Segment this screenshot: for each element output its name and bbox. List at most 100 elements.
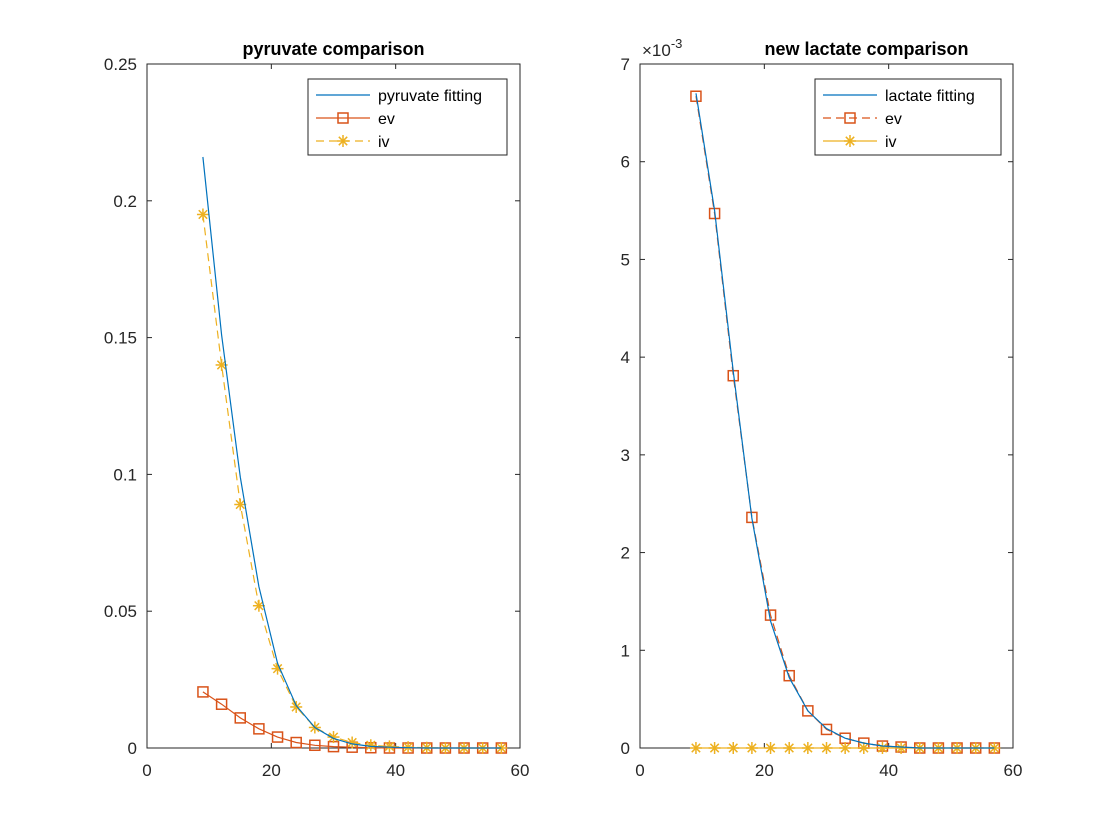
star-stroke	[338, 136, 348, 146]
y-tick-label: 4	[621, 348, 630, 367]
data-point-square	[253, 723, 265, 735]
legend: pyruvate fitting ev iv	[307, 78, 508, 156]
data-point-star	[196, 208, 209, 221]
data-point-star	[346, 736, 359, 749]
data-point-star	[895, 742, 908, 754]
x-tick-label: 40	[879, 761, 898, 780]
star-stroke	[989, 743, 1000, 753]
star-stroke	[728, 743, 738, 753]
data-point-star	[689, 742, 702, 754]
y-tick-label: 2	[621, 544, 630, 563]
data-point-square	[197, 686, 209, 698]
data-point-star	[383, 740, 396, 753]
x-tick-label: 0	[635, 761, 644, 780]
x-tick-label: 0	[142, 761, 151, 780]
data-point-square	[234, 712, 246, 724]
y-tick-label: 0.25	[104, 55, 137, 74]
lactate-chart: 0 20 40 60 0 1 2 3 4 5 6 7 ×10-3 new lactate comparis…	[621, 36, 1023, 780]
y-tick-label: 6	[621, 153, 630, 172]
y-tick-label: 0	[621, 739, 630, 758]
y-tick-label: 7	[621, 55, 630, 74]
data-point-star	[839, 742, 852, 754]
plot-area	[639, 63, 1014, 749]
data-point-star	[801, 742, 814, 754]
y-tick-label: 1	[621, 641, 630, 660]
legend-box	[814, 78, 1002, 156]
star-stroke	[254, 600, 264, 611]
star-stroke	[328, 732, 339, 742]
data-point-square	[802, 705, 814, 717]
data-point-square	[820, 723, 833, 736]
y-tick-label: 0.05	[104, 602, 137, 621]
x-tick-label: 60	[511, 761, 530, 780]
data-point-star	[857, 742, 870, 754]
data-point-square	[290, 736, 302, 749]
series-pyruvate-fitting	[202, 156, 502, 749]
y-tick-label: 3	[621, 446, 630, 465]
data-point-star	[745, 742, 758, 754]
series-line	[695, 93, 995, 749]
data-point-square	[783, 669, 795, 682]
data-point-star	[844, 135, 856, 147]
star-stroke	[235, 499, 245, 510]
star-stroke	[877, 743, 888, 753]
y-exponent-label: ×10-3	[642, 36, 682, 60]
data-point-star	[337, 135, 349, 147]
data-point-square	[844, 112, 856, 124]
x-tick-label: 20	[755, 761, 774, 780]
y-exponent-base: ×10	[642, 41, 671, 60]
y-tick-label: 5	[621, 250, 630, 269]
star-stroke	[896, 743, 906, 753]
data-point-star	[764, 742, 777, 754]
x-tick-label: 20	[262, 761, 281, 780]
data-point-square	[309, 739, 321, 752]
data-point-star	[327, 731, 340, 744]
legend-entry-label: pyruvate fitting	[378, 88, 482, 105]
y-tick-label: 0.15	[104, 329, 137, 348]
legend-entry-label: lactate fitting	[885, 88, 975, 105]
data-point-star	[495, 742, 508, 754]
plot-area	[146, 63, 521, 749]
data-point-square	[271, 731, 284, 743]
star-stroke	[291, 702, 301, 712]
star-stroke	[198, 209, 208, 220]
series-lactate-fitting	[695, 93, 995, 749]
star-stroke	[803, 743, 813, 753]
data-point-star	[252, 599, 265, 612]
y-tick-label: 0	[128, 739, 137, 758]
data-point-star	[234, 498, 247, 511]
data-point-star	[876, 742, 889, 754]
star-stroke	[366, 740, 376, 750]
data-point-star	[783, 742, 796, 754]
legend: lactate fitting ev iv	[814, 78, 1002, 156]
star-stroke	[347, 737, 357, 748]
star-stroke	[384, 741, 395, 752]
y-tick-label: 0.1	[113, 465, 137, 484]
star-stroke	[272, 663, 283, 674]
data-point-square	[746, 511, 758, 524]
star-stroke	[840, 743, 850, 753]
star-stroke	[496, 743, 507, 753]
star-stroke	[216, 360, 227, 370]
y-exponent-power: -3	[671, 36, 683, 51]
series-line	[202, 156, 502, 749]
x-tick-label: 60	[1004, 761, 1023, 780]
data-point-star	[820, 742, 833, 754]
data-point-star	[708, 742, 721, 754]
legend-entry-label: iv	[885, 134, 897, 151]
legend-entry-label: ev	[378, 111, 395, 128]
star-stroke	[747, 743, 757, 753]
star-stroke	[709, 743, 720, 753]
chart-title: pyruvate comparison	[242, 39, 424, 59]
x-tick-label: 40	[386, 761, 405, 780]
star-stroke	[765, 743, 776, 753]
star-stroke	[859, 743, 869, 753]
star-stroke	[821, 743, 832, 753]
data-point-square	[337, 112, 349, 124]
data-point-star	[727, 742, 740, 754]
y-tick-label: 0.2	[113, 192, 137, 211]
pyruvate-chart: 0 20 40 60 0 0.05 0.1 0.15 0.2 0.25 pyruvate compa…	[104, 39, 530, 780]
legend-entry-label: iv	[378, 134, 390, 151]
legend-entry-label: ev	[885, 111, 902, 128]
